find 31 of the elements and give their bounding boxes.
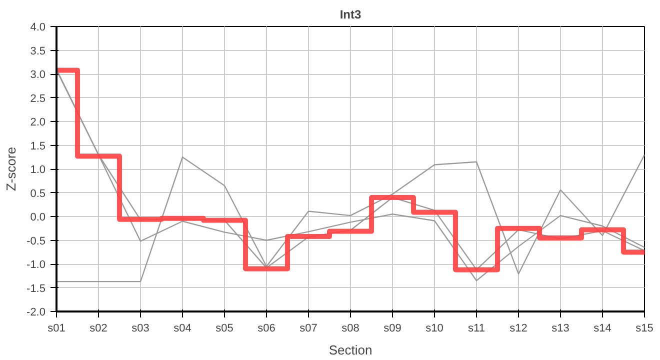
y-tick-label: 1.0 xyxy=(30,164,46,176)
x-tick-label: s06 xyxy=(258,322,276,334)
y-tick-label: -1.0 xyxy=(26,259,46,271)
y-tick-label: 0.5 xyxy=(30,188,46,200)
x-tick-label: s10 xyxy=(426,322,444,334)
y-tick-label: -0.5 xyxy=(26,235,46,248)
y-tick-label: 4.0 xyxy=(30,22,46,34)
x-tick-label: s05 xyxy=(216,322,234,334)
chart-title: Int3 xyxy=(340,8,362,22)
x-tick-label: s11 xyxy=(468,322,485,334)
y-tick-label: 3.5 xyxy=(30,45,46,58)
y-tick-label: -2.0 xyxy=(26,306,46,318)
x-axis-title: Section xyxy=(328,342,372,358)
x-tick-label: s01 xyxy=(48,322,66,334)
x-tick-label: s04 xyxy=(174,322,192,334)
y-tick-label: 3.0 xyxy=(30,69,46,81)
y-tick-label: 2.0 xyxy=(30,116,46,128)
x-tick-label: s07 xyxy=(300,322,318,334)
x-tick-label: s15 xyxy=(636,322,654,334)
x-tick-label: s02 xyxy=(90,322,108,334)
y-axis-title: Z-score xyxy=(4,146,19,192)
x-tick-label: s08 xyxy=(342,322,360,334)
x-tick-label: s12 xyxy=(510,322,528,334)
x-tick-label: s09 xyxy=(384,322,402,334)
x-tick-label: s13 xyxy=(552,322,570,334)
y-tick-label: -1.5 xyxy=(26,282,46,295)
x-tick-label: s03 xyxy=(132,322,150,334)
y-tick-label: 0.0 xyxy=(30,212,46,224)
y-tick-label: 1.5 xyxy=(30,140,46,152)
y-tick-label: 2.5 xyxy=(30,92,46,105)
x-tick-label: s14 xyxy=(594,322,612,334)
